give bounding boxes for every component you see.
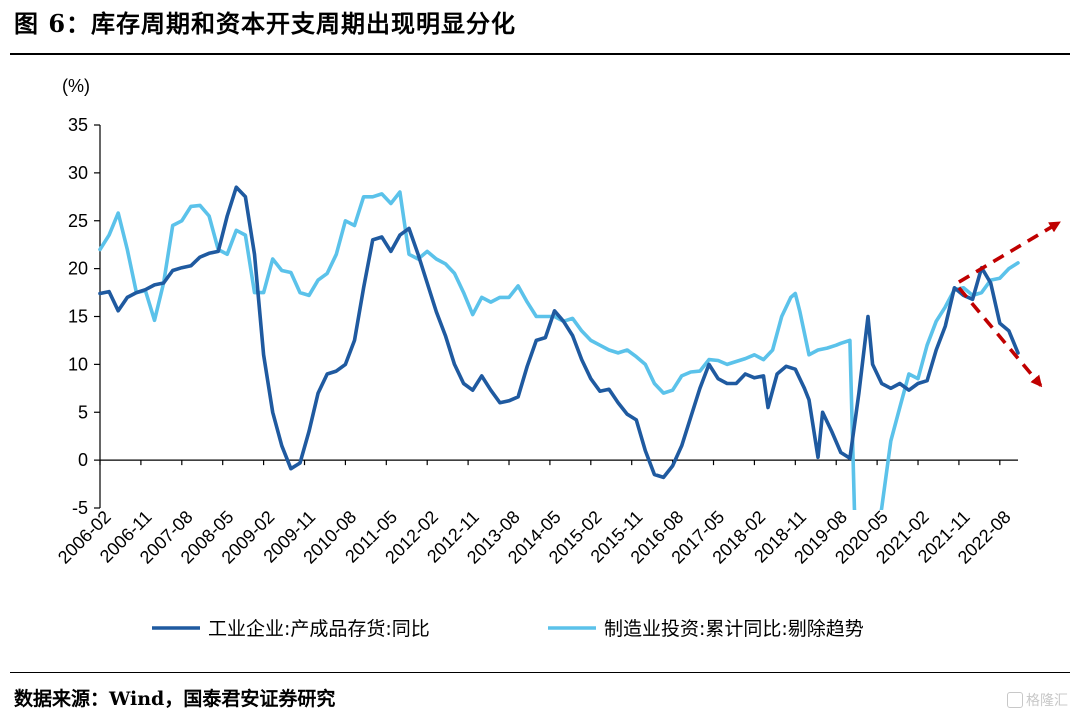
watermark: 格隆汇: [1007, 690, 1068, 710]
y-tick-label: 5: [78, 402, 88, 422]
watermark-text: 格隆汇: [1026, 693, 1068, 709]
legend-label: 工业企业:产成品存货:同比: [208, 618, 430, 640]
y-tick-label: 15: [68, 307, 88, 327]
legend-label: 制造业投资:累计同比:剔除趋势: [604, 618, 864, 640]
chart-title: 图 6：库存周期和资本开支周期出现明显分化: [14, 9, 517, 38]
trend-arrow-down: [957, 286, 1043, 388]
legend-item-inventory: 工业企业:产成品存货:同比: [152, 618, 430, 640]
series-line-capex: [98, 190, 1020, 510]
y-tick-label: 30: [68, 163, 88, 183]
series-line-inventory: [98, 185, 1020, 480]
y-axis-label: (%): [62, 76, 90, 96]
top-rule: [10, 53, 1070, 55]
watermark-logo-icon: [1007, 692, 1023, 708]
legend: 工业企业:产成品存货:同比 制造业投资:累计同比:剔除趋势: [152, 618, 864, 640]
x-ticks: 2006-022006-112007-082008-052009-022009-…: [54, 460, 1015, 568]
y-ticks: -5 0 5 10 15 20 25 30 35: [68, 115, 100, 518]
annotation-layer: [957, 221, 1061, 388]
series-layer: [98, 185, 1020, 510]
source-note: 数据来源：Wind，国泰君安证券研究: [14, 688, 336, 710]
y-tick-label: 10: [68, 354, 88, 374]
y-tick-label: 25: [68, 211, 88, 231]
y-tick-label: -5: [72, 498, 88, 518]
y-tick-label: 0: [78, 450, 88, 470]
y-tick-label: 35: [68, 115, 88, 135]
bottom-rule: [10, 672, 1070, 673]
y-tick-label: 20: [68, 259, 88, 279]
legend-item-capex: 制造业投资:累计同比:剔除趋势: [548, 618, 864, 640]
trend-arrow-up: [958, 221, 1061, 284]
